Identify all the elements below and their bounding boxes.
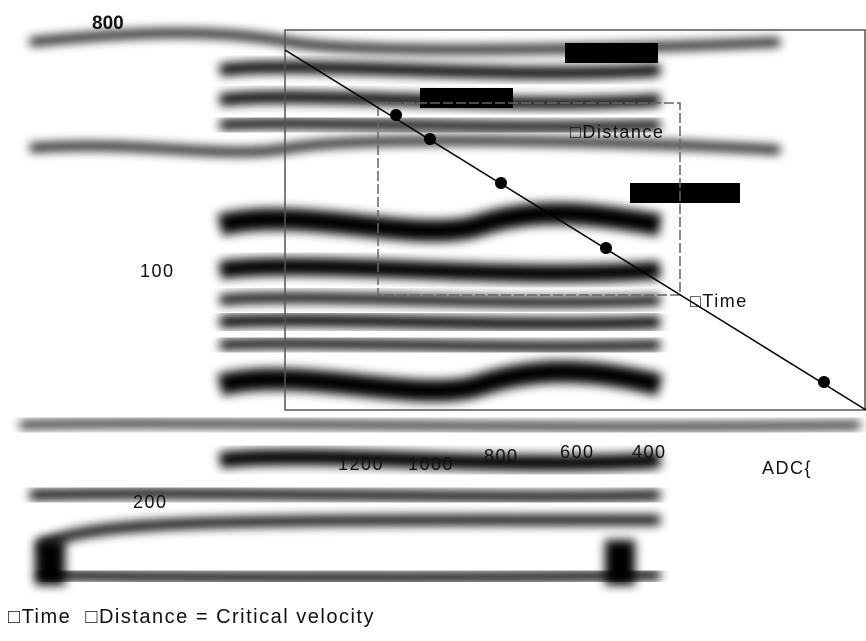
band (29, 136, 781, 156)
band (219, 118, 661, 132)
caption: □Time □Distance = Critical velocity (8, 606, 375, 628)
band (218, 257, 661, 283)
band (29, 488, 661, 502)
frame (284, 29, 866, 411)
band (219, 314, 661, 330)
blurred-bands (19, 29, 861, 585)
bottom-label: 1000 (408, 454, 454, 474)
points (390, 109, 830, 388)
left-label: 100 (140, 261, 175, 281)
band (217, 202, 662, 242)
band (19, 420, 861, 430)
band (217, 360, 663, 402)
left-label: 200 (133, 492, 168, 512)
annotation: □Distance (570, 122, 664, 142)
block (630, 183, 740, 203)
band (29, 29, 781, 54)
band (35, 540, 635, 585)
diagonal-line (284, 49, 866, 411)
annotation: ADC{ (762, 458, 812, 478)
point (390, 109, 402, 121)
bottom-label: 800 (484, 446, 519, 466)
block (420, 88, 513, 108)
annotation: □Time (690, 291, 748, 311)
band (39, 570, 661, 583)
bottom-label: 1200 (338, 454, 384, 474)
bottom-label: 600 (560, 442, 595, 462)
inner-frame (377, 102, 681, 296)
bottom-label: 400 (632, 442, 667, 462)
band (219, 61, 661, 79)
band (219, 292, 661, 308)
point (600, 242, 612, 254)
band (219, 449, 661, 471)
band (38, 515, 661, 550)
point (818, 376, 830, 388)
block (565, 43, 658, 63)
band (219, 338, 661, 352)
left-label: 800 (92, 13, 124, 34)
point (495, 177, 507, 189)
point (424, 133, 436, 145)
